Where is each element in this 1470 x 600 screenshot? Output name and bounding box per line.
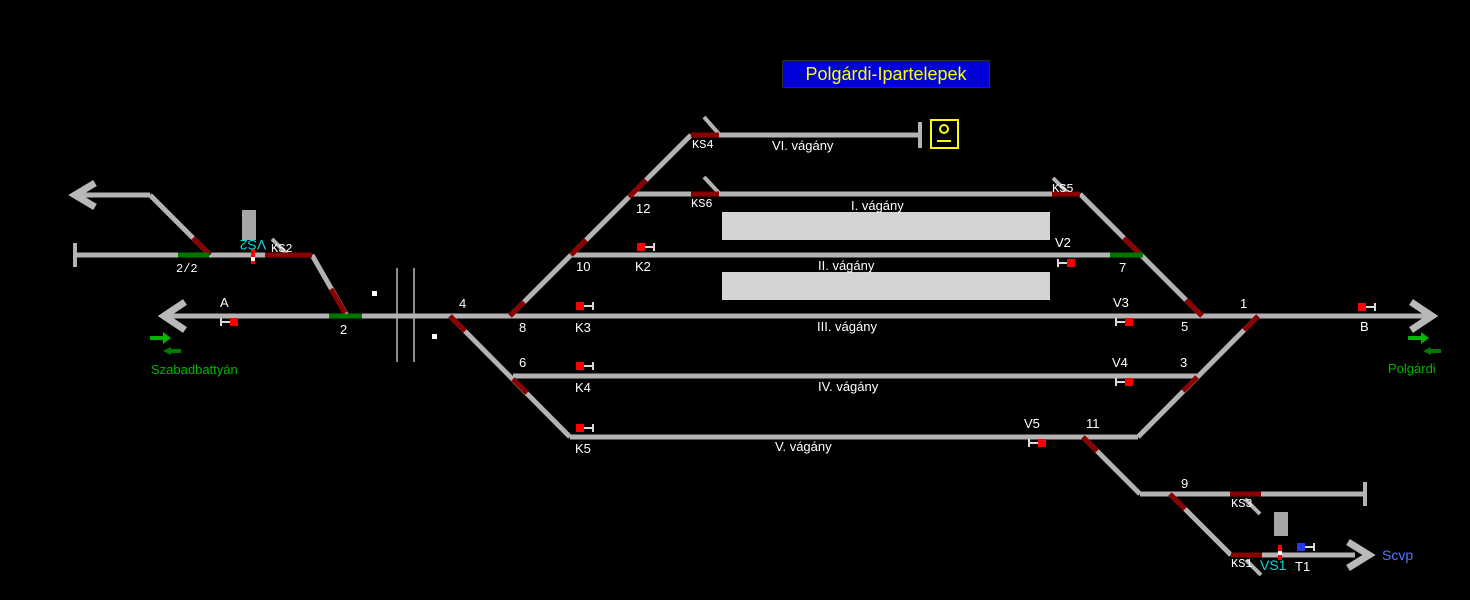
label-track-i: I. vágány (851, 198, 904, 213)
label-signal-v5[interactable]: V5 (1024, 416, 1040, 431)
label-derailer-ks4[interactable]: KS4 (692, 138, 714, 152)
exit-arrow-left-icon (157, 299, 187, 333)
signal-vs1[interactable] (1278, 545, 1282, 560)
signal-v3[interactable] (1115, 318, 1133, 326)
section-switch-6 (511, 377, 529, 395)
building-left (242, 210, 256, 240)
label-switch-11[interactable]: 11 (1086, 416, 1100, 431)
section-switch-5 (1184, 298, 1204, 318)
label-branch-scvp: Scvp (1382, 547, 1413, 563)
label-signal-k4[interactable]: K4 (575, 380, 591, 395)
label-signal-t1[interactable]: T1 (1295, 559, 1310, 574)
label-track-iii: III. vágány (817, 319, 877, 334)
derailer-stub-ks2 (270, 237, 289, 256)
label-neighbor-left: Szabadbattyán (151, 362, 238, 377)
section-switch-12 (627, 178, 648, 199)
signal-k5[interactable] (576, 424, 594, 432)
platform-track-1 (722, 212, 1050, 240)
label-signal-v4[interactable]: V4 (1112, 355, 1128, 370)
section-switch-1 (1242, 314, 1260, 332)
section-exit-diagonal (191, 236, 212, 257)
label-track-v: V. vágány (775, 439, 832, 454)
label-switch-3[interactable]: 3 (1180, 355, 1187, 370)
track-marker-dot (432, 334, 437, 339)
signal-v2[interactable] (1057, 259, 1075, 267)
signal-k2[interactable] (637, 243, 655, 251)
section-switch-2 (328, 287, 348, 315)
derailer-stub-ks4 (702, 115, 721, 136)
section-switch-3 (1181, 375, 1199, 393)
gauge-symbol-vi (930, 119, 959, 149)
label-derailer-ks2[interactable]: KS2 (271, 242, 293, 256)
label-switch-4[interactable]: 4 (459, 296, 466, 311)
section-switch-9 (1168, 492, 1187, 511)
exit-arrow-scvp-icon (1346, 539, 1376, 571)
label-track-vi: VI. vágány (772, 138, 834, 153)
station-title: Polgárdi-Ipartelepek (782, 60, 990, 88)
label-switch-9[interactable]: 9 (1181, 476, 1188, 491)
label-derailer-ks1[interactable]: KS1 (1231, 557, 1253, 571)
signal-v5[interactable] (1028, 439, 1046, 447)
derailer-stub-ks5 (1051, 176, 1070, 195)
section-switch-10 (569, 238, 588, 257)
label-derailer-ks6[interactable]: KS6 (691, 197, 713, 211)
direction-arrow-right-in-icon[interactable] (1423, 347, 1441, 355)
label-switch-8[interactable]: 8 (519, 320, 526, 335)
exit-arrow-right-icon (1409, 299, 1439, 333)
diagonal-right-lower (1136, 314, 1260, 439)
derailer-stub-ks6 (702, 175, 721, 195)
section-switch-8 (508, 300, 526, 318)
label-switch-1[interactable]: 1 (1240, 296, 1247, 311)
signal-k3[interactable] (576, 302, 594, 310)
direction-arrow-left-out-icon[interactable] (150, 332, 171, 344)
label-switch-5[interactable]: 5 (1181, 319, 1188, 334)
diagonal-up-ladder (508, 133, 693, 318)
signal-a[interactable] (220, 318, 238, 326)
label-signal-vs1[interactable]: VS1 (1260, 557, 1287, 573)
label-signal-k5[interactable]: K5 (575, 441, 591, 456)
label-switch-7[interactable]: 7 (1119, 260, 1126, 275)
derailer-stub-ks1 (1244, 558, 1263, 577)
track-marker-dot (372, 291, 377, 296)
label-switch-2-2[interactable]: 2/2 (176, 262, 198, 276)
building-right (1274, 512, 1288, 536)
label-switch-6[interactable]: 6 (519, 355, 526, 370)
platform-track-2 (722, 272, 1050, 300)
signal-vs2[interactable] (251, 249, 255, 264)
direction-arrow-left-in-icon[interactable] (163, 347, 181, 355)
label-switch-12[interactable]: 12 (636, 201, 650, 216)
label-switch-2[interactable]: 2 (340, 322, 347, 337)
signal-v4[interactable] (1115, 378, 1133, 386)
label-signal-k2[interactable]: K2 (635, 259, 651, 274)
derailer-stub-ks3 (1243, 497, 1262, 516)
label-signal-a[interactable]: A (220, 295, 229, 310)
label-signal-vs2[interactable]: VS2 (240, 237, 267, 253)
label-derailer-ks3[interactable]: KS3 (1231, 497, 1253, 511)
label-signal-v2[interactable]: V2 (1055, 235, 1071, 250)
diagonal-down-ladder (448, 314, 572, 439)
label-neighbor-right: Polgárdi (1388, 361, 1436, 376)
label-switch-10[interactable]: 10 (576, 259, 590, 274)
exit-arrow-upper-left-icon (68, 179, 97, 211)
label-signal-k3[interactable]: K3 (575, 320, 591, 335)
section-switch-4 (448, 314, 467, 333)
label-track-iv: IV. vágány (818, 379, 879, 394)
label-signal-v3[interactable]: V3 (1113, 295, 1129, 310)
signal-k4[interactable] (576, 362, 594, 370)
signal-b[interactable] (1358, 303, 1376, 311)
label-derailer-ks5[interactable]: KS5 (1052, 182, 1074, 196)
label-signal-b[interactable]: B (1360, 319, 1369, 334)
label-track-ii: II. vágány (818, 258, 875, 273)
section-switch-7 (1122, 236, 1143, 257)
section-switch-11 (1081, 435, 1099, 453)
signal-t1[interactable] (1297, 543, 1315, 551)
direction-arrow-right-out-icon[interactable] (1408, 332, 1429, 344)
